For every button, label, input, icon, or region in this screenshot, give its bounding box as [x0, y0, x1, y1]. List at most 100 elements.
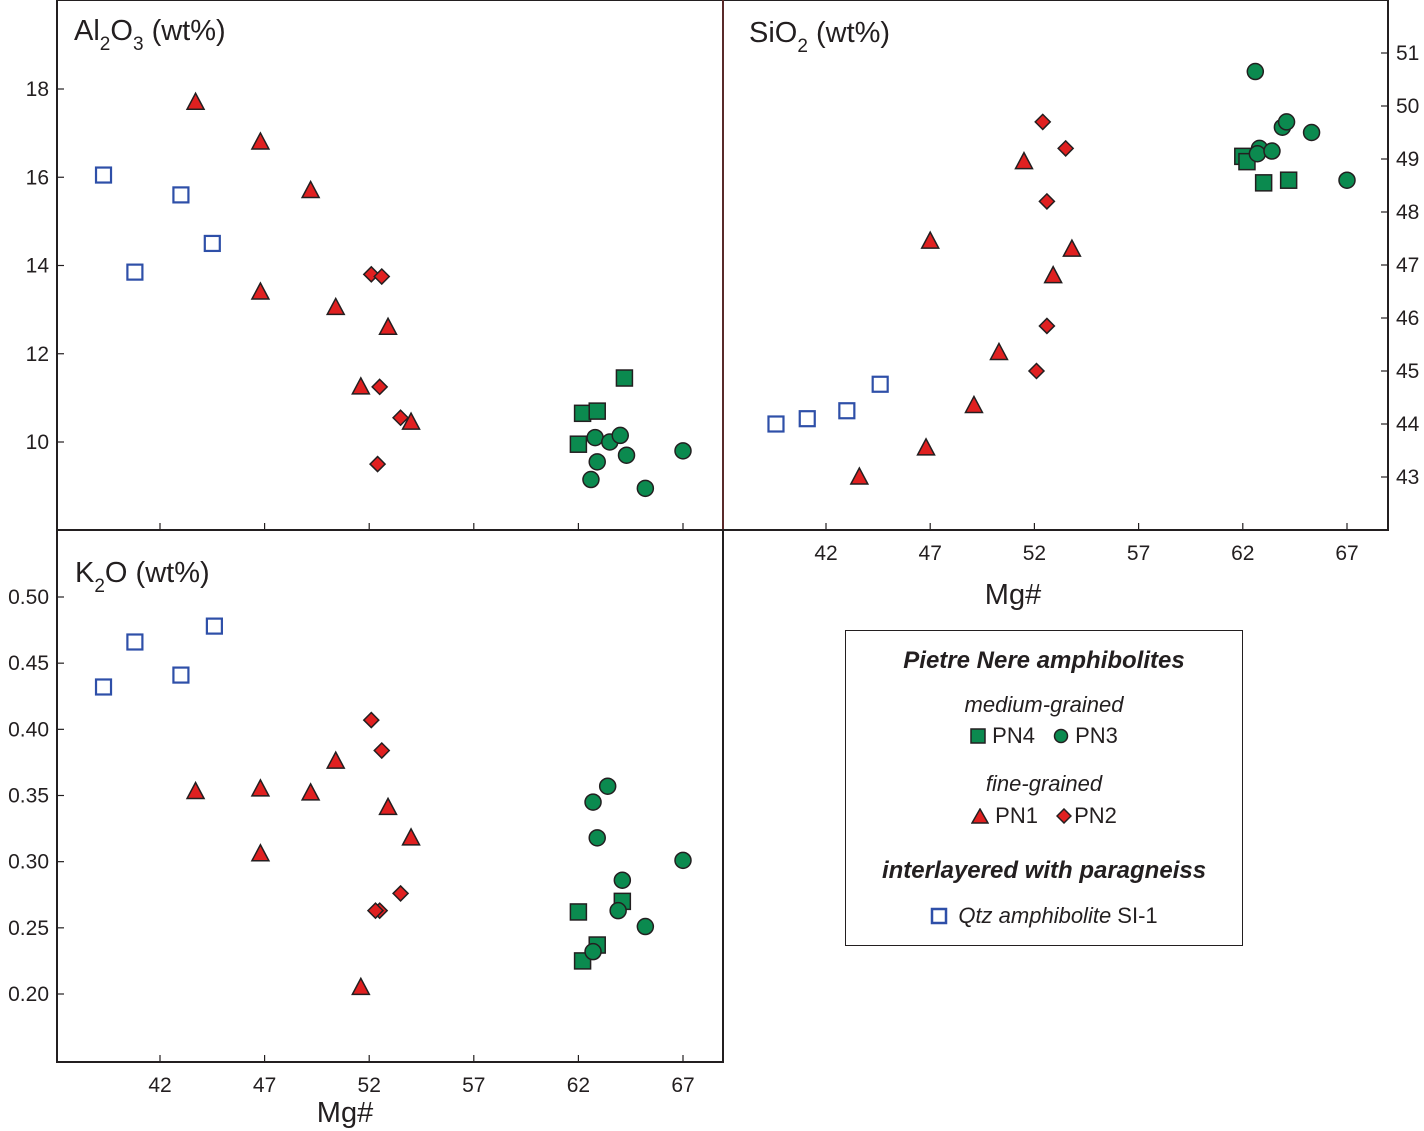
al2o3-pn3-point-0: [582, 470, 600, 489]
legend-pn1-label: PN1: [995, 803, 1038, 828]
sio2-x-tick-label-47: 47: [919, 542, 942, 565]
sio2-y-tick-label-44: 44: [1396, 413, 1420, 436]
sio2-y-tick-label-43: 43: [1396, 466, 1419, 489]
al2o3-pn1-point-5: [378, 316, 398, 336]
k2o-pn3-point-2: [588, 829, 606, 847]
legend-item-si1: Qtz amphibolite SI-1: [930, 903, 1158, 929]
k2o-x-tick-label-42: 42: [148, 1074, 171, 1097]
k2o-panel-frame: [56, 529, 724, 1063]
sio2-x-tick-label-42: 42: [814, 542, 837, 565]
legend-fine-row: PN1 PN2: [846, 803, 1242, 830]
sio2-panel-title: SiO2 (wt%): [749, 17, 890, 57]
sio2-y-tick-label-46: 46: [1396, 307, 1419, 330]
k2o-pn1-point-7: [351, 976, 371, 996]
legend-item-pn2: PN2: [1056, 803, 1117, 829]
legend-item-pn1: PN1: [971, 803, 1038, 829]
al2o3-pn2-point-4: [369, 455, 387, 473]
al2o3-y-tick-label-10: 10: [26, 431, 49, 454]
k2o-y-tick-label-0.30: 0.30: [8, 851, 49, 874]
k2o-x-tick-label-52: 52: [358, 1074, 381, 1097]
sio2-pn1-point-2: [964, 394, 984, 414]
al2o3-pn2-point-3: [392, 409, 410, 427]
al2o3-qtz-amphibolite-si-1-point-3: [203, 234, 221, 253]
al2o3-pn4-point-0: [569, 435, 588, 453]
legend-pn4-label: PN4: [992, 723, 1035, 748]
al2o3-pn3-point-4: [611, 426, 629, 445]
sio2-pn3-point-3: [1263, 142, 1281, 160]
sio2-y-tick-label-50: 50: [1396, 95, 1419, 118]
sio2-pn1-point-7: [1062, 238, 1082, 257]
al2o3-qtz-amphibolite-si-1-point-0: [94, 166, 113, 184]
k2o-y-tick-label-0.20: 0.20: [8, 983, 49, 1006]
sio2-y-tick-label-47: 47: [1396, 254, 1419, 277]
al2o3-y-tick-label-12: 12: [26, 343, 49, 366]
al2o3-pn1-point-0: [185, 91, 206, 110]
sio2-y-tick-label-51: 51: [1396, 42, 1419, 65]
k2o-pn1-point-2: [300, 782, 321, 801]
legend-pn2-label: PN2: [1074, 803, 1117, 828]
sio2-pn2-point-0: [1034, 113, 1052, 131]
sio2-pn1-point-5: [1014, 151, 1034, 170]
legend-pn3-label: PN3: [1075, 723, 1118, 748]
k2o-y-tick-label-0.40: 0.40: [8, 718, 49, 741]
k2o-pn1-point-1: [250, 778, 271, 797]
al2o3-y-tick-label-14: 14: [26, 255, 50, 278]
k2o-pn2-point-0: [362, 711, 380, 729]
k2o-qtz-amphibolite-si-1-point-3: [205, 617, 223, 635]
k2o-pn4-point-0: [569, 903, 588, 921]
k2o-qtz-amphibolite-si-1-point-2: [172, 666, 190, 684]
sio2-pn4-point-3: [1279, 171, 1298, 189]
k2o-pn3-point-1: [598, 777, 617, 795]
legend-si1-label-plain: SI-1: [1111, 903, 1158, 928]
sio2-panel-frame: [722, 0, 1389, 531]
al2o3-pn3-point-7: [674, 442, 692, 460]
al2o3-y-tick-label-16: 16: [26, 166, 49, 189]
sio2-pn1-point-4: [920, 230, 940, 249]
sio2-qtz-amphibolite-si-1-point-0: [767, 415, 785, 433]
al2o3-y-tick-label-18: 18: [26, 78, 49, 101]
sio2-x-tick-label-52: 52: [1023, 542, 1046, 565]
legend: Pietre Nere amphibolites medium-grained …: [845, 630, 1243, 946]
pn2-diamond-icon: [1056, 808, 1073, 824]
sio2-x-axis-title: Mg#: [985, 579, 1041, 611]
k2o-pn1-point-5: [401, 827, 421, 846]
pn4-square-icon: [970, 728, 986, 744]
k2o-pn3-point-3: [613, 871, 632, 889]
sio2-qtz-amphibolite-si-1-point-1: [798, 410, 816, 428]
k2o-pn2-point-4: [366, 902, 385, 920]
legend-item-pn4: PN4: [970, 723, 1035, 749]
k2o-x-tick-label-67: 67: [671, 1074, 694, 1097]
k2o-pn3-point-0: [584, 793, 602, 811]
al2o3-pn1-point-7: [401, 411, 421, 430]
legend-item-pn3: PN3: [1053, 723, 1118, 749]
al2o3-pn1-point-4: [325, 296, 346, 316]
sio2-pn2-point-4: [1027, 362, 1046, 380]
legend-fine-grained-label: fine-grained: [985, 771, 1103, 796]
k2o-pn3-point-6: [636, 917, 655, 936]
al2o3-pn1-point-1: [250, 131, 271, 150]
k2o-y-tick-label-0.45: 0.45: [8, 652, 49, 675]
legend-medium-grained-label: medium-grained: [964, 692, 1124, 717]
sio2-pn3-point-0: [1246, 62, 1265, 81]
sio2-y-tick-label-48: 48: [1396, 201, 1419, 224]
al2o3-qtz-amphibolite-si-1-point-1: [126, 263, 144, 281]
k2o-pn1-point-4: [378, 796, 398, 816]
sio2-y-tick-label-45: 45: [1396, 360, 1419, 383]
al2o3-pn1-point-2: [300, 179, 321, 199]
sio2-pn2-point-2: [1038, 192, 1056, 210]
k2o-x-axis-title: Mg#: [317, 1097, 373, 1129]
k2o-y-tick-label-0.50: 0.50: [8, 586, 49, 609]
k2o-y-tick-label-0.25: 0.25: [8, 917, 49, 940]
k2o-pn3-point-4: [609, 901, 627, 920]
k2o-pn2-point-1: [373, 741, 391, 760]
pn1-triangle-icon: [971, 808, 990, 824]
sio2-pn4-point-2: [1254, 174, 1273, 192]
sio2-pn3-point-2: [1248, 144, 1267, 163]
legend-interlayered-label: interlayered with paragneiss: [881, 857, 1207, 884]
al2o3-panel-title: Al2O3 (wt%): [74, 15, 226, 55]
pn3-circle-icon: [1053, 728, 1069, 744]
k2o-pn1-point-3: [325, 750, 346, 769]
al2o3-pn1-point-6: [351, 376, 371, 395]
sio2-pn3-point-6: [1302, 123, 1321, 142]
